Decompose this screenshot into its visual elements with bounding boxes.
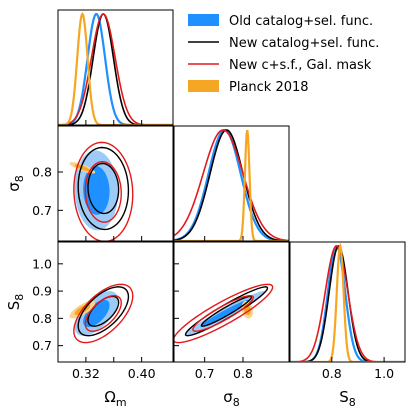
contour-gal-68-Om-s8 <box>84 161 122 223</box>
contour-new-95-Om-s8 <box>77 146 130 231</box>
contour-planck-68-Om-s8 <box>74 164 91 172</box>
x-tick-label: 0.8 <box>322 366 342 381</box>
y-tick-label: 0.7 <box>32 203 52 218</box>
contour-old-68-s8-S8 <box>200 299 249 328</box>
marginal-gal-s8 <box>174 129 289 241</box>
legend-label-3: Planck 2018 <box>229 80 309 95</box>
marginal-planck-s8 <box>174 129 289 241</box>
x-tick-label: 0.32 <box>72 366 100 381</box>
y-tick-label: 0.8 <box>32 311 52 326</box>
contour-gal-95-Om-s8 <box>73 141 134 241</box>
legend-label-1: New catalog+sel. func. <box>229 36 379 51</box>
x-tick-label: 0.40 <box>128 366 156 381</box>
panel-frame-Om-s8 <box>57 125 174 242</box>
panel-frame-S8-S8 <box>289 241 406 363</box>
y-tick-label: 0.8 <box>32 165 52 180</box>
legend: Old catalog+sel. func. New catalog+sel. f… <box>188 14 379 95</box>
y-tick-label: 1.0 <box>32 256 52 271</box>
x-tick-label: 0.7 <box>195 366 215 381</box>
contour-gal-68-Om-S8 <box>84 294 122 332</box>
panel-frame-Om-S8 <box>57 241 174 363</box>
panel-frame-s8-s8 <box>173 125 290 242</box>
y-tick-label: 0.7 <box>32 338 52 353</box>
marginal-planck-S8 <box>290 242 405 362</box>
x-axis-label-S8: S8 <box>339 388 356 409</box>
legend-swatch-3 <box>188 80 219 92</box>
marginal-old-s8 <box>174 128 289 241</box>
marginal-new-s8 <box>174 129 289 241</box>
marginal-new-Om <box>58 13 173 125</box>
y-axis-label-S8: S8 <box>5 294 26 311</box>
x-axis-label-s8: σ8 <box>223 388 240 409</box>
legend-swatch-0 <box>188 14 219 26</box>
contour-old-68-Om-S8 <box>83 299 110 328</box>
contour-new-95-Om-S8 <box>77 286 130 337</box>
x-tick-label: 1.0 <box>374 366 394 381</box>
contour-gal-95-Om-S8 <box>73 283 134 344</box>
contour-new-68-Om-s8 <box>87 162 120 215</box>
x-tick-label: 0.8 <box>233 366 253 381</box>
contour-new-95-s8-S8 <box>184 286 269 337</box>
y-axis-label-s8: σ8 <box>5 175 26 192</box>
x-axis-label-Om: Ωm <box>104 388 126 409</box>
panel-frame-Om-Om <box>57 9 174 126</box>
legend-label-0: Old catalog+sel. func. <box>229 14 373 29</box>
legend-label-2: New c+s.f., Gal. mask <box>229 58 372 73</box>
contour-new-68-s8-S8 <box>200 295 253 327</box>
marginal-planck-Om <box>58 12 173 125</box>
panel-frame-s8-S8 <box>173 241 290 363</box>
y-tick-label: 0.9 <box>32 284 52 299</box>
contour-gal-68-s8-S8 <box>192 294 254 332</box>
